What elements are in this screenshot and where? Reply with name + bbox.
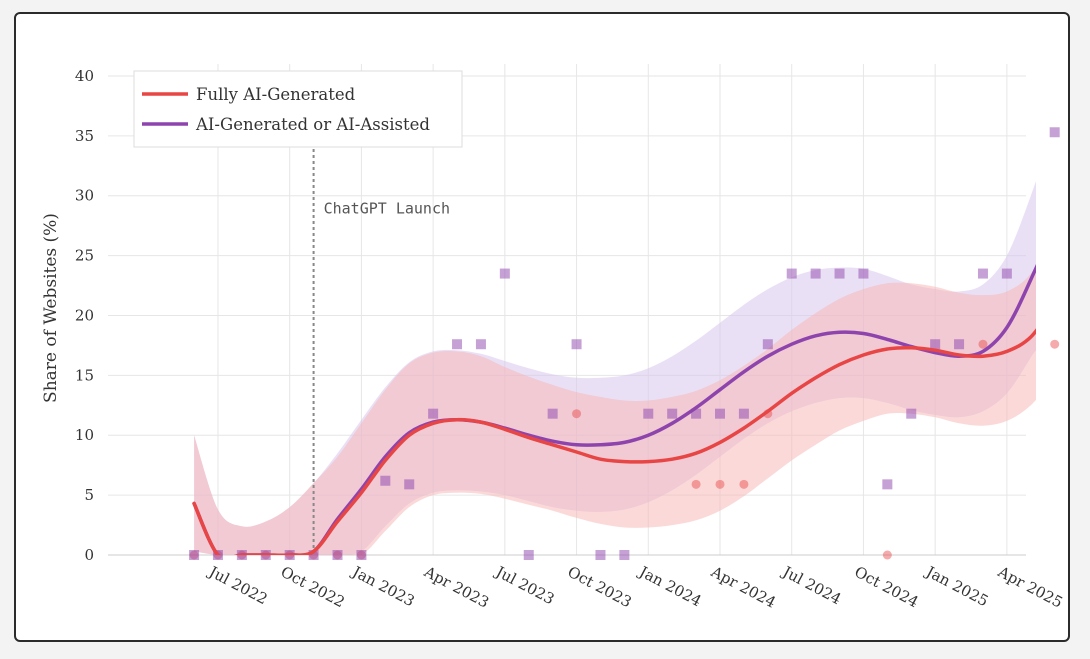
- scatter-point-ai-assisted: [954, 339, 965, 350]
- scatter-point-ai-assisted: [189, 550, 200, 560]
- scatter-point-ai-assisted: [404, 479, 415, 490]
- scatter-point-ai-assisted: [643, 408, 654, 419]
- scatter-point-ai-assisted: [930, 339, 941, 350]
- trend-lines: [192, 264, 1036, 555]
- scatter-point-ai-assisted: [356, 550, 367, 560]
- legend-label-fully-ai: Fully AI-Generated: [196, 85, 356, 104]
- y-tick-label: 0: [84, 546, 94, 564]
- x-tick-label: Apr 2025: [994, 562, 1066, 611]
- x-tick-label: Apr 2024: [707, 562, 779, 611]
- scatter-point-fully-ai: [572, 409, 582, 419]
- scatter-point-ai-assisted: [882, 479, 893, 490]
- scatter-point-ai-assisted: [428, 408, 439, 419]
- scatter-point-fully-ai: [739, 479, 749, 489]
- y-tick-label: 40: [75, 67, 94, 85]
- scatter-point-ai-assisted: [332, 550, 343, 560]
- y-axis-title: Share of Websites (%): [41, 213, 61, 403]
- scatter-point-ai-assisted: [762, 339, 773, 350]
- scatter-point-fully-ai: [882, 550, 892, 560]
- x-tick-label: Oct 2022: [278, 563, 348, 612]
- scatter-point-ai-assisted: [499, 268, 510, 279]
- y-tick-label: 20: [75, 306, 94, 324]
- scatter-point-fully-ai: [691, 479, 701, 489]
- scatter-point-ai-assisted: [858, 268, 869, 279]
- scatter-point-ai-assisted: [452, 339, 463, 350]
- x-tick-labels: Jul 2022 Oct 2022 Jan 2023 Apr 2023 Jul 2023…: [204, 562, 1065, 612]
- scatter-point-ai-assisted: [571, 339, 582, 350]
- scatter-point-ai-assisted: [977, 268, 988, 279]
- chatgpt-launch-label: ChatGPT Launch: [324, 200, 450, 218]
- chatgpt-launch-annotation: ChatGPT Launch: [312, 149, 450, 555]
- y-tick-label: 30: [75, 187, 94, 205]
- chart-frame: ChatGPT Launch 0 5 10 15 20 25 30 35 40 Jul 2022…: [14, 12, 1070, 642]
- scatter-point-ai-assisted: [715, 408, 725, 419]
- y-tick-label: 5: [84, 486, 94, 504]
- scatter-point-ai-assisted: [380, 475, 391, 486]
- scatter-point-ai-assisted: [475, 339, 486, 350]
- x-tick-label: Apr 2023: [420, 562, 492, 611]
- x-tick-label: Jan 2025: [922, 562, 992, 611]
- trend-line-fully-ai: [192, 328, 1036, 555]
- y-tick-label: 25: [75, 247, 94, 265]
- scatter-point-ai-assisted: [308, 550, 319, 560]
- x-tick-label: Jul 2022: [204, 562, 270, 609]
- scatter-points: [189, 127, 1060, 560]
- y-tick-labels: 0 5 10 15 20 25 30 35 40: [75, 67, 94, 564]
- scatter-point-ai-assisted: [906, 408, 917, 419]
- scatter-point-ai-assisted: [834, 268, 845, 279]
- scatter-point-ai-assisted: [810, 268, 821, 279]
- scatter-point-ai-assisted: [1001, 268, 1012, 279]
- scatter-point-fully-ai: [1050, 339, 1060, 349]
- x-tick-label: Jul 2024: [778, 562, 844, 609]
- scatter-point-ai-assisted: [667, 408, 678, 419]
- scatter-point-ai-assisted: [738, 408, 749, 419]
- chart-svg: ChatGPT Launch 0 5 10 15 20 25 30 35 40 Jul 2022…: [41, 64, 1066, 612]
- y-tick-label: 10: [75, 426, 94, 444]
- scatter-point-ai-assisted: [595, 550, 606, 560]
- legend-label-ai-assisted: AI-Generated or AI-Assisted: [195, 115, 430, 134]
- scatter-point-ai-assisted: [619, 550, 630, 560]
- scatter-point-ai-assisted: [786, 268, 797, 279]
- y-tick-label: 15: [75, 366, 94, 384]
- x-tick-label: Jul 2023: [491, 562, 557, 609]
- scatter-point-ai-assisted: [1049, 127, 1060, 138]
- x-tick-label: Jan 2024: [635, 562, 705, 611]
- scatter-point-fully-ai: [978, 339, 988, 349]
- scatter-point-ai-assisted: [523, 550, 534, 560]
- scatter-point-fully-ai: [715, 479, 725, 489]
- x-tick-label: Oct 2024: [852, 563, 922, 612]
- scatter-point-ai-assisted: [691, 408, 702, 419]
- x-tick-label: Oct 2023: [565, 563, 635, 612]
- y-tick-label: 35: [75, 127, 94, 145]
- legend-box: [133, 70, 463, 148]
- x-tick-label: Jan 2023: [348, 562, 418, 611]
- scatter-point-ai-assisted: [547, 408, 558, 419]
- legend: Fully AI-Generated AI-Generated or AI-As…: [133, 70, 463, 148]
